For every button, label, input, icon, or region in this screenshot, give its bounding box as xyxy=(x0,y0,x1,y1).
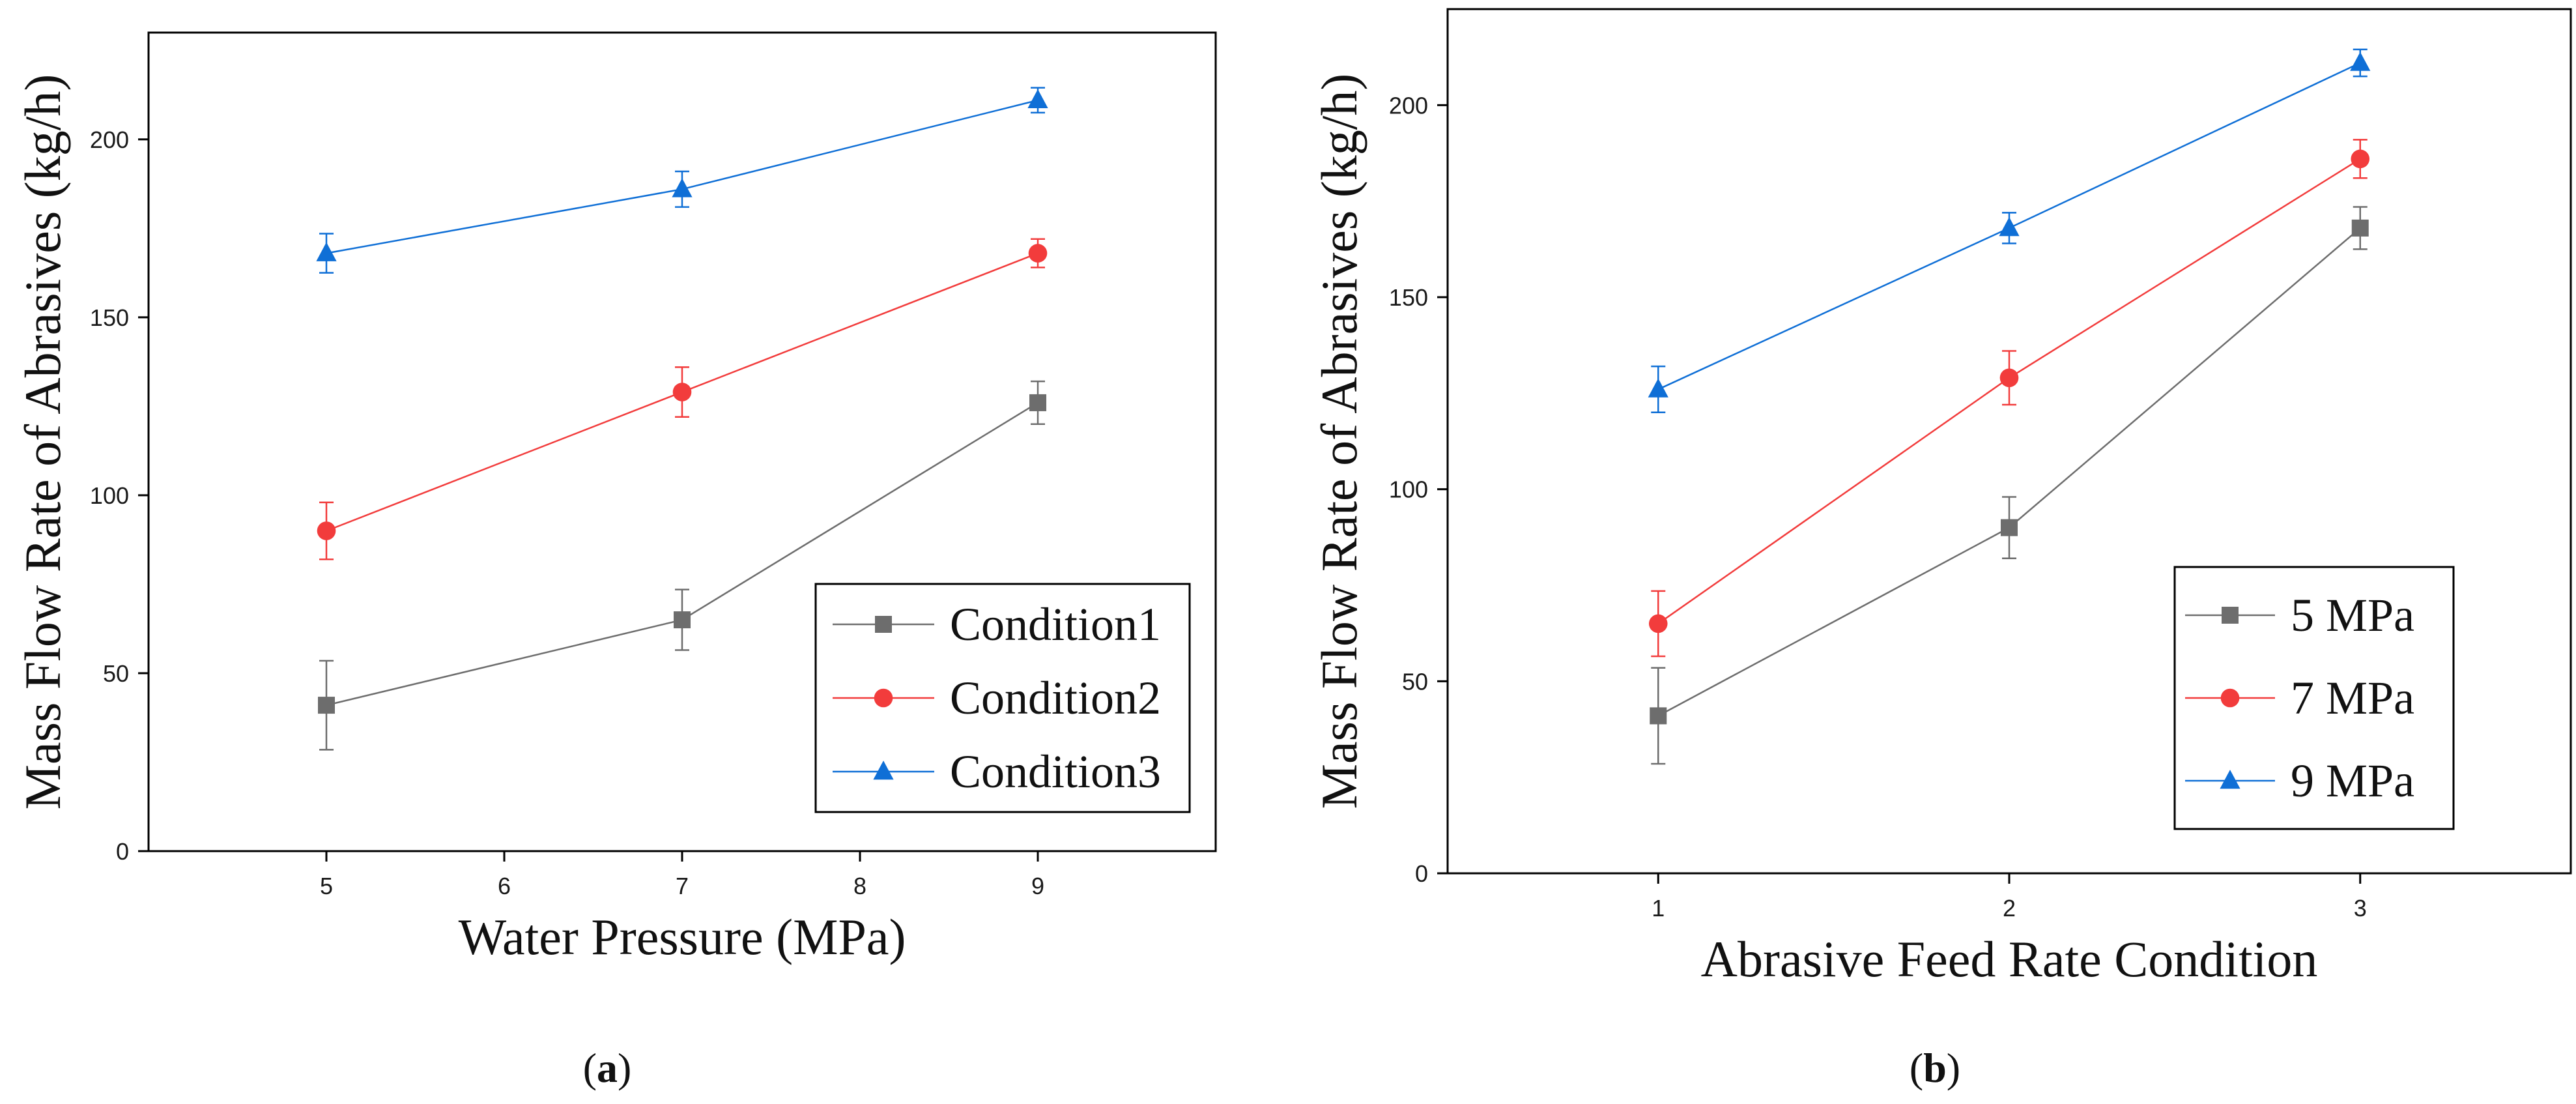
y-tick-label: 150 xyxy=(90,304,129,331)
data-point-condition3 xyxy=(672,178,693,197)
x-axis-label: Abrasive Feed Rate Condition xyxy=(1701,931,2318,987)
y-tick-label: 200 xyxy=(1389,92,1428,119)
data-point-9-mpa xyxy=(1999,216,2020,237)
x-tick-label: 1 xyxy=(1652,895,1665,922)
x-tick-label: 5 xyxy=(320,873,333,899)
data-point-condition3 xyxy=(316,242,337,261)
panel-label-letter: a xyxy=(597,1045,618,1091)
legend-label-condition3: Condition3 xyxy=(950,746,1161,798)
panel-label: (a) xyxy=(583,1045,632,1091)
x-tick-label: 9 xyxy=(1031,873,1044,899)
series-5-mpa xyxy=(1650,206,2369,765)
data-point-5-mpa xyxy=(2351,219,2369,237)
panel-label-letter: b xyxy=(1923,1045,1947,1091)
y-tick-label: 0 xyxy=(1415,860,1428,887)
data-point-5-mpa xyxy=(2001,519,2018,536)
x-tick-label: 3 xyxy=(2354,895,2367,922)
data-point-condition1 xyxy=(1029,394,1046,411)
x-axis-label: Water Pressure (MPa) xyxy=(459,908,906,965)
legend-marker-7-mpa xyxy=(2220,688,2240,708)
y-tick-label: 150 xyxy=(1389,284,1428,311)
chart-b: 1 2 3 0 50 100 150 200 Abrasive Feed Rate Condit… xyxy=(1311,8,2572,1091)
panel-label-open-paren: ( xyxy=(583,1045,597,1091)
panel-label-close-paren: ) xyxy=(618,1045,631,1091)
y-tick-label: 100 xyxy=(90,482,129,509)
data-point-7-mpa xyxy=(1648,614,1668,633)
y-axis-label: Mass Flow Rate of Abrasives (kg/h) xyxy=(1311,74,1367,809)
legend: Condition1 Condition2 Condition3 xyxy=(814,583,1191,813)
chart-a: 5 6 7 8 9 0 50 100 150 200 Water Pressure (MPa) Mas… xyxy=(14,31,1217,1091)
x-tick-label: 8 xyxy=(853,873,866,899)
panel-label-close-paren: ) xyxy=(1947,1045,1960,1091)
legend-marker-condition3 xyxy=(873,761,894,780)
data-point-condition2 xyxy=(672,383,692,401)
panel-label: (b) xyxy=(1910,1045,1960,1091)
legend: 5 MPa 7 MPa 9 MPa xyxy=(2173,566,2455,830)
data-point-condition1 xyxy=(318,697,335,714)
data-point-7-mpa xyxy=(2351,149,2370,169)
y-tick-label: 100 xyxy=(1389,476,1428,503)
x-tick-label: 7 xyxy=(676,873,689,899)
series-condition2 xyxy=(317,238,1048,560)
panel-label-open-paren: ( xyxy=(1910,1045,1923,1091)
legend-marker-9-mpa xyxy=(2220,770,2240,789)
y-tick-label: 200 xyxy=(90,126,129,153)
data-point-7-mpa xyxy=(1999,368,2019,388)
data-point-5-mpa xyxy=(1650,707,1667,725)
legend-label-5-mpa: 5 MPa xyxy=(2291,589,2414,641)
legend-label-7-mpa: 7 MPa xyxy=(2291,672,2414,724)
series-condition1 xyxy=(318,380,1046,751)
series-9-mpa xyxy=(1648,48,2371,414)
legend-label-condition1: Condition1 xyxy=(950,598,1161,650)
legend-label-condition2: Condition2 xyxy=(950,672,1161,724)
x-tick-label: 2 xyxy=(2003,895,2016,922)
series-7-mpa xyxy=(1648,139,2370,658)
y-axis-label: Mass Flow Rate of Abrasives (kg/h) xyxy=(14,74,71,810)
y-tick-label: 0 xyxy=(116,838,129,865)
legend-marker-condition1 xyxy=(875,616,892,633)
y-tick-label: 50 xyxy=(103,660,129,687)
data-point-condition1 xyxy=(674,611,691,629)
data-point-condition2 xyxy=(317,521,336,540)
series-condition3 xyxy=(316,87,1048,274)
x-tick-label: 6 xyxy=(498,873,511,899)
y-tick-label: 50 xyxy=(1402,668,1428,695)
data-point-9-mpa xyxy=(2350,51,2371,71)
legend-marker-condition2 xyxy=(874,688,893,708)
legend-label-9-mpa: 9 MPa xyxy=(2291,755,2414,807)
data-point-condition3 xyxy=(1027,89,1048,109)
legend-marker-5-mpa xyxy=(2222,607,2239,624)
data-point-condition2 xyxy=(1028,244,1048,263)
data-point-9-mpa xyxy=(1648,378,1668,398)
